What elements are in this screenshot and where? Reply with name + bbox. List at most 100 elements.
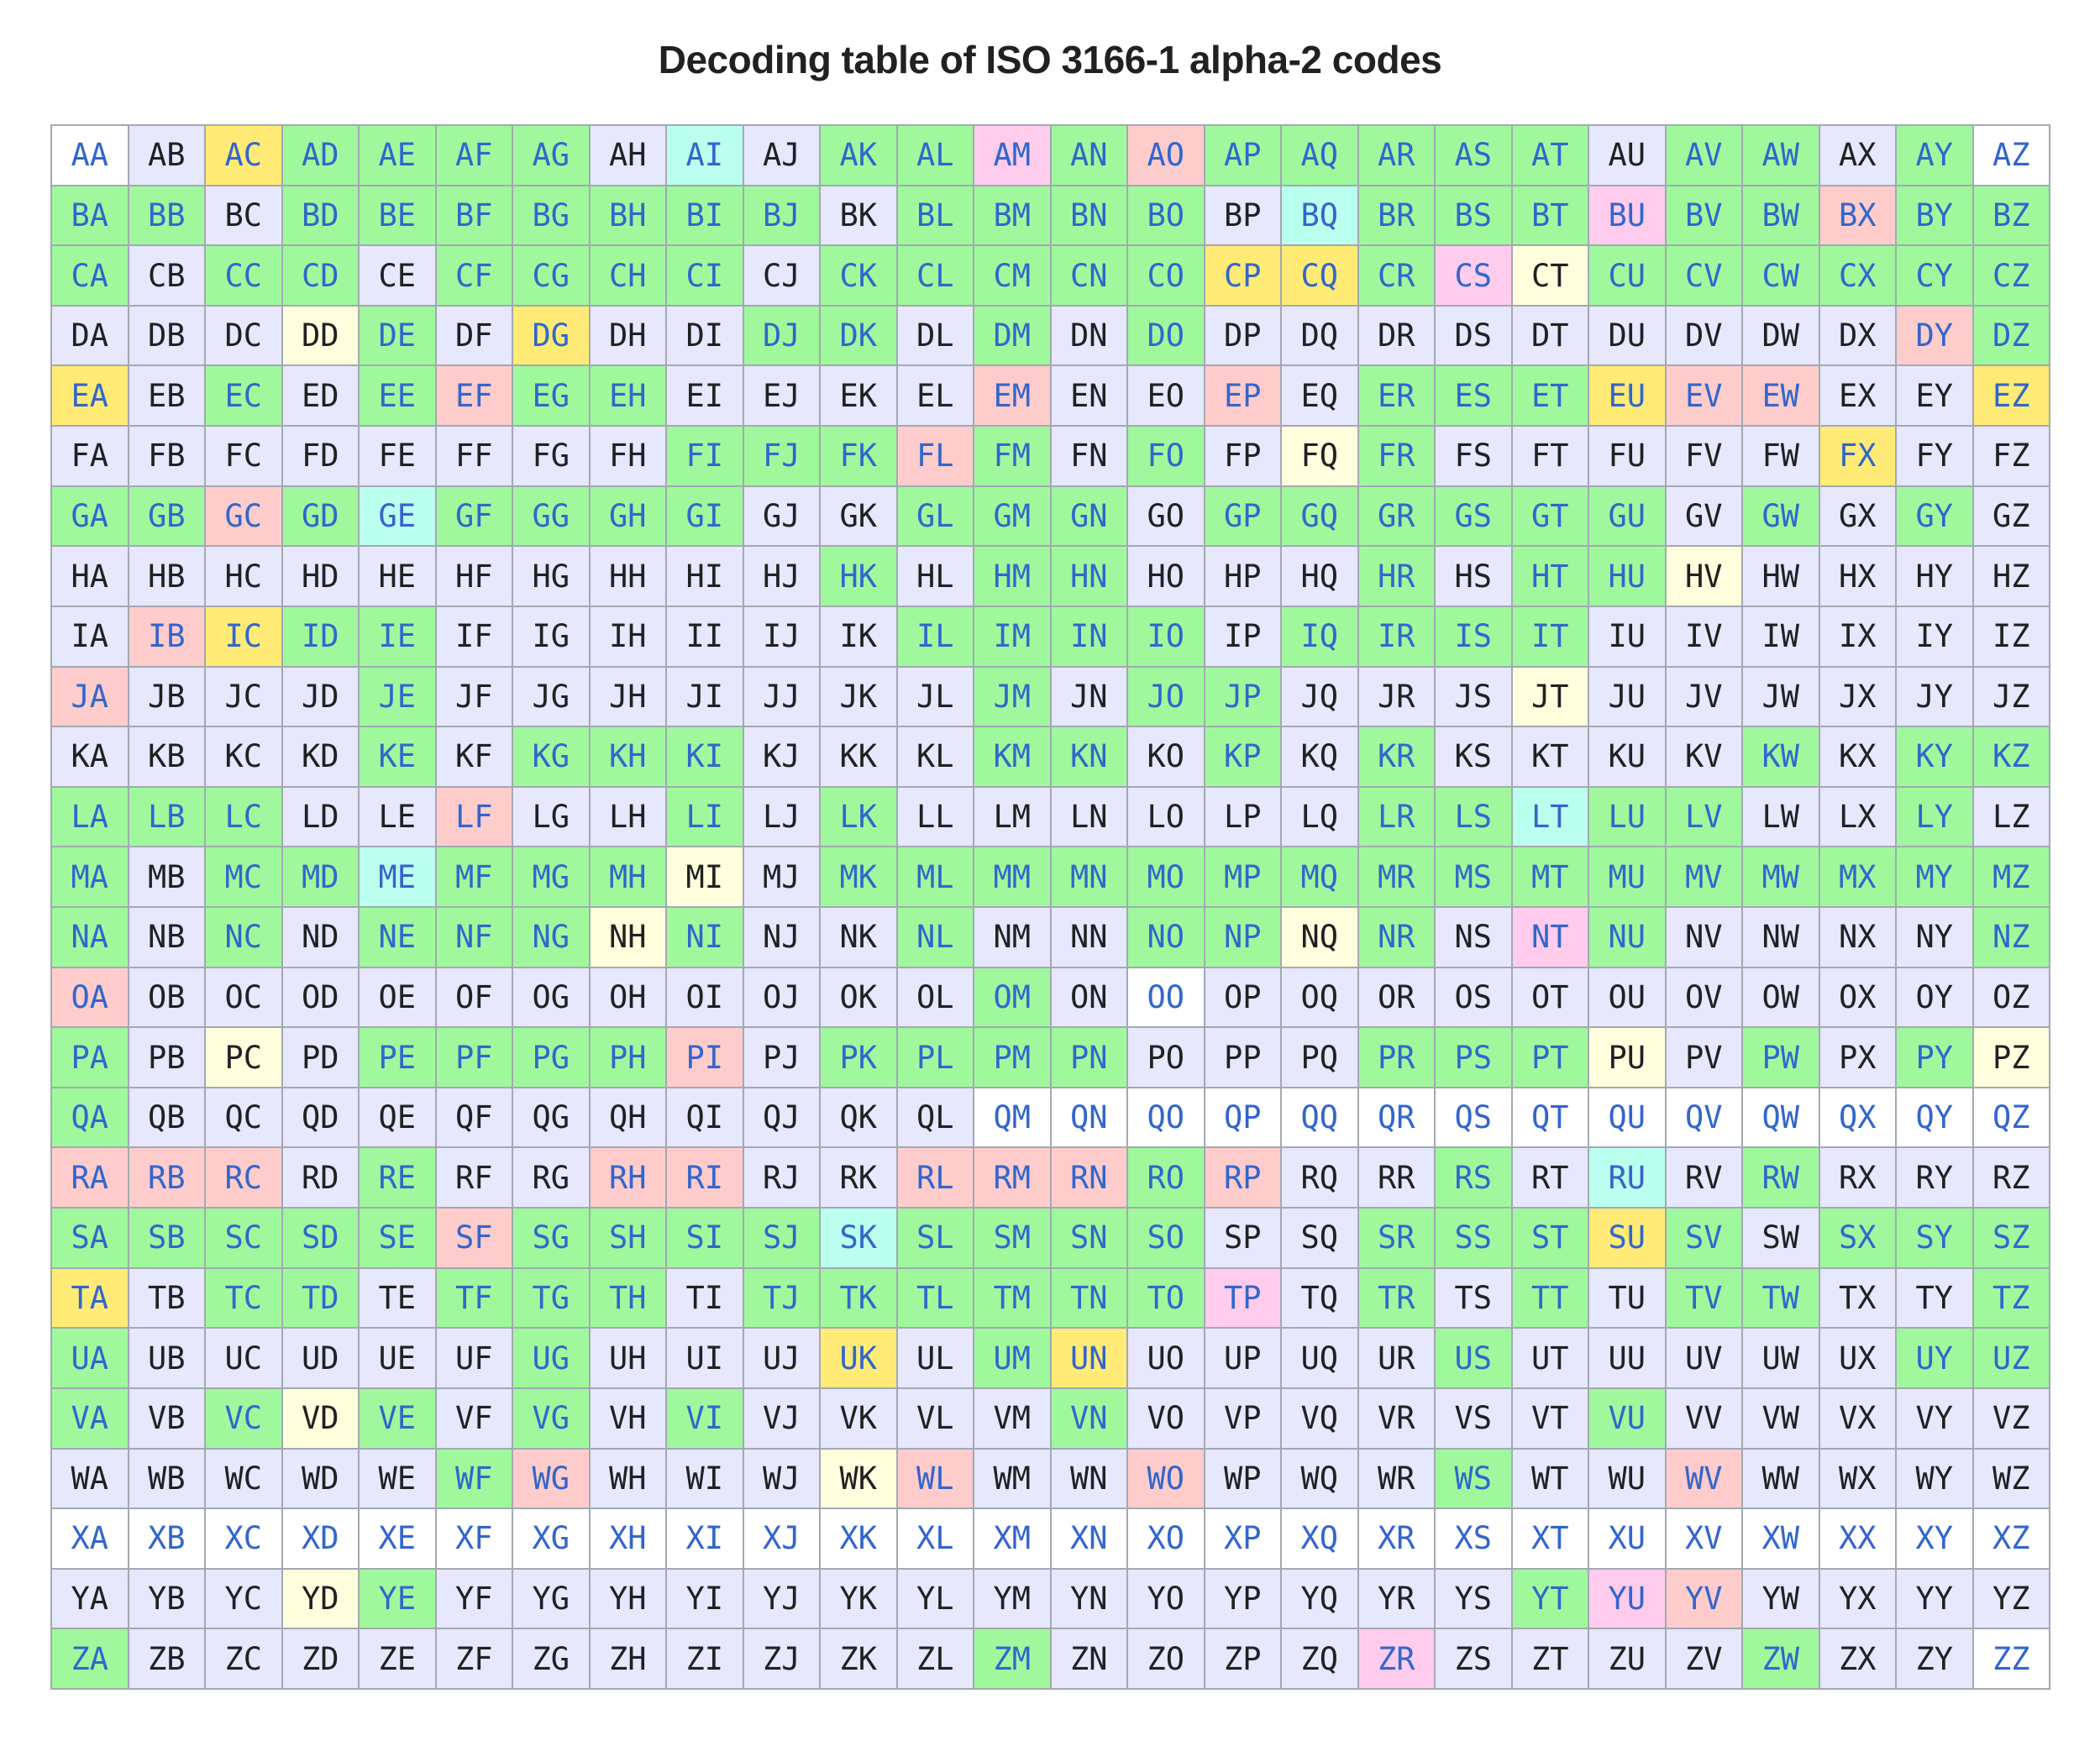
code-cell-br[interactable]: BR [1358, 186, 1434, 245]
code-cell-mp[interactable]: MP [1205, 847, 1280, 906]
code-cell-aa[interactable]: AA [52, 126, 128, 185]
code-cell-ep[interactable]: EP [1205, 366, 1280, 426]
code-cell-bb[interactable]: BB [129, 186, 204, 245]
code-cell-qw[interactable]: QW [1743, 1088, 1819, 1147]
code-cell-se[interactable]: SE [360, 1209, 435, 1267]
code-cell-tj[interactable]: TJ [743, 1268, 819, 1328]
code-cell-xj[interactable]: XJ [743, 1509, 819, 1568]
code-cell-py[interactable]: PY [1897, 1028, 1972, 1087]
code-cell-ss[interactable]: SS [1436, 1209, 1511, 1267]
code-cell-dj[interactable]: DJ [743, 306, 819, 365]
code-cell-vn[interactable]: VN [1051, 1388, 1126, 1448]
code-cell-sc[interactable]: SC [206, 1209, 281, 1267]
code-cell-pl[interactable]: PL [897, 1028, 973, 1087]
code-cell-oo[interactable]: OO [1128, 968, 1204, 1027]
code-cell-az[interactable]: AZ [1973, 126, 2049, 185]
code-cell-af[interactable]: AF [436, 126, 512, 185]
code-cell-va[interactable]: VA [52, 1388, 128, 1448]
code-cell-tf[interactable]: TF [436, 1268, 512, 1328]
code-cell-de[interactable]: DE [360, 306, 435, 365]
code-cell-li[interactable]: LI [667, 787, 743, 847]
code-cell-ni[interactable]: NI [667, 908, 743, 967]
code-cell-rc[interactable]: RC [206, 1148, 281, 1208]
code-cell-cr[interactable]: CR [1358, 246, 1434, 305]
code-cell-pm[interactable]: PM [974, 1028, 1050, 1087]
code-cell-qp[interactable]: QP [1205, 1088, 1280, 1147]
code-cell-lk[interactable]: LK [821, 787, 896, 847]
code-cell-sj[interactable]: SJ [743, 1209, 819, 1267]
code-cell-nz[interactable]: NZ [1973, 908, 2049, 967]
code-cell-mq[interactable]: MQ [1282, 847, 1357, 906]
code-cell-ne[interactable]: NE [360, 908, 435, 967]
code-cell-iq[interactable]: IQ [1282, 606, 1357, 666]
code-cell-dg[interactable]: DG [513, 306, 589, 365]
code-cell-sb[interactable]: SB [129, 1209, 204, 1267]
code-cell-aq[interactable]: AQ [1282, 126, 1357, 185]
code-cell-je[interactable]: JE [360, 667, 435, 726]
code-cell-cv[interactable]: CV [1666, 246, 1741, 305]
code-cell-qz[interactable]: QZ [1973, 1088, 2049, 1147]
code-cell-mf[interactable]: MF [436, 847, 512, 906]
code-cell-il[interactable]: IL [897, 606, 973, 666]
code-cell-nt[interactable]: NT [1512, 908, 1588, 967]
code-cell-ga[interactable]: GA [52, 486, 128, 546]
code-cell-zr[interactable]: ZR [1358, 1629, 1434, 1688]
code-cell-mz[interactable]: MZ [1973, 847, 2049, 906]
code-cell-ps[interactable]: PS [1436, 1028, 1511, 1087]
code-cell-nc[interactable]: NC [206, 908, 281, 967]
code-cell-ml[interactable]: ML [897, 847, 973, 906]
code-cell-sa[interactable]: SA [52, 1209, 128, 1267]
code-cell-hu[interactable]: HU [1589, 547, 1665, 606]
code-cell-tn[interactable]: TN [1051, 1268, 1126, 1328]
code-cell-ev[interactable]: EV [1666, 366, 1741, 426]
code-cell-gs[interactable]: GS [1436, 486, 1511, 546]
code-cell-qv[interactable]: QV [1666, 1088, 1741, 1147]
code-cell-ib[interactable]: IB [129, 606, 204, 666]
code-cell-fo[interactable]: FO [1128, 427, 1204, 485]
code-cell-ac[interactable]: AC [206, 126, 281, 185]
code-cell-ad[interactable]: AD [282, 126, 358, 185]
code-cell-mx[interactable]: MX [1819, 847, 1895, 906]
code-cell-rb[interactable]: RB [129, 1148, 204, 1208]
code-cell-ea[interactable]: EA [52, 366, 128, 426]
code-cell-kp[interactable]: KP [1205, 727, 1280, 786]
code-cell-sd[interactable]: SD [282, 1209, 358, 1267]
code-cell-xl[interactable]: XL [897, 1509, 973, 1568]
code-cell-aw[interactable]: AW [1743, 126, 1819, 185]
code-cell-qo[interactable]: QO [1128, 1088, 1204, 1147]
code-cell-qy[interactable]: QY [1897, 1088, 1972, 1147]
code-cell-cs[interactable]: CS [1436, 246, 1511, 305]
code-cell-tk[interactable]: TK [821, 1268, 896, 1328]
code-cell-ef[interactable]: EF [436, 366, 512, 426]
code-cell-ly[interactable]: LY [1897, 787, 1972, 847]
code-cell-kr[interactable]: KR [1358, 727, 1434, 786]
code-cell-cc[interactable]: CC [206, 246, 281, 305]
code-cell-gm[interactable]: GM [974, 486, 1050, 546]
code-cell-tg[interactable]: TG [513, 1268, 589, 1328]
code-cell-gy[interactable]: GY [1897, 486, 1972, 546]
code-cell-av[interactable]: AV [1666, 126, 1741, 185]
code-cell-sz[interactable]: SZ [1973, 1209, 2049, 1267]
code-cell-gq[interactable]: GQ [1282, 486, 1357, 546]
code-cell-xd[interactable]: XD [282, 1509, 358, 1568]
code-cell-xa[interactable]: XA [52, 1509, 128, 1568]
code-cell-cm[interactable]: CM [974, 246, 1050, 305]
code-cell-ws[interactable]: WS [1436, 1449, 1511, 1508]
code-cell-gb[interactable]: GB [129, 486, 204, 546]
code-cell-it[interactable]: IT [1512, 606, 1588, 666]
code-cell-me[interactable]: ME [360, 847, 435, 906]
code-cell-ba[interactable]: BA [52, 186, 128, 245]
code-cell-vg[interactable]: VG [513, 1388, 589, 1448]
code-cell-fk[interactable]: FK [821, 427, 896, 485]
code-cell-nr[interactable]: NR [1358, 908, 1434, 967]
code-cell-gi[interactable]: GI [667, 486, 743, 546]
code-cell-fr[interactable]: FR [1358, 427, 1434, 485]
code-cell-dk[interactable]: DK [821, 306, 896, 365]
code-cell-ua[interactable]: UA [52, 1329, 128, 1387]
code-cell-cd[interactable]: CD [282, 246, 358, 305]
code-cell-jm[interactable]: JM [974, 667, 1050, 726]
code-cell-st[interactable]: ST [1512, 1209, 1588, 1267]
code-cell-mo[interactable]: MO [1128, 847, 1204, 906]
code-cell-mr[interactable]: MR [1358, 847, 1434, 906]
code-cell-ie[interactable]: IE [360, 606, 435, 666]
